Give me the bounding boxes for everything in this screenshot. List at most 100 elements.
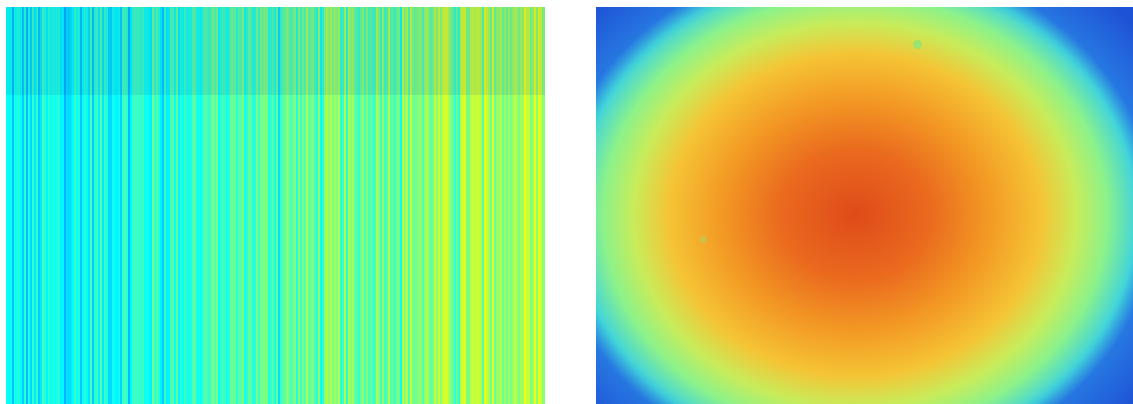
stripe: [432, 7, 434, 404]
stripe: [350, 7, 352, 404]
stripe: [234, 7, 236, 404]
stripe: [384, 7, 386, 404]
stripe: [228, 7, 230, 404]
stripe: [186, 7, 188, 404]
stripe: [522, 7, 524, 404]
stripe: [226, 7, 228, 404]
stripe: [392, 7, 394, 404]
stripe: [334, 7, 336, 404]
stripe: [6, 7, 8, 404]
stripe: [346, 7, 348, 404]
stripe: [530, 7, 532, 404]
stripe: [402, 7, 404, 404]
stripe: [438, 7, 440, 404]
stripe: [152, 7, 154, 404]
stripe: [252, 7, 254, 404]
stripe: [224, 7, 226, 404]
stripe: [418, 7, 420, 404]
stripe: [472, 7, 474, 404]
stripe: [494, 7, 496, 404]
stripe: [454, 7, 456, 404]
stripe: [168, 7, 170, 404]
stripe: [476, 7, 478, 404]
stripe: [278, 7, 280, 404]
stripe: [516, 7, 518, 404]
stripe: [478, 7, 480, 404]
stripe: [272, 7, 274, 404]
stripe: [118, 7, 120, 404]
stripe: [394, 7, 396, 404]
stripe: [362, 7, 364, 404]
stripe: [500, 7, 502, 404]
stripe: [264, 7, 266, 404]
stripe: [180, 7, 182, 404]
stripe: [320, 7, 322, 404]
stripe: [396, 7, 398, 404]
stripe: [368, 7, 370, 404]
stripe: [84, 7, 86, 404]
stripe: [146, 7, 148, 404]
top-band: [6, 7, 545, 95]
stripe: [376, 7, 378, 404]
stripe: [208, 7, 210, 404]
stripe: [352, 7, 354, 404]
stripe: [206, 7, 208, 404]
stripe: [24, 7, 26, 404]
stripe: [116, 7, 118, 404]
stripe: [536, 7, 538, 404]
stripe: [80, 7, 82, 404]
stripe: [246, 7, 248, 404]
stripe: [120, 7, 122, 404]
stripe: [200, 7, 202, 404]
stripe: [20, 7, 22, 404]
stripe: [92, 7, 94, 404]
stripe: [54, 7, 56, 404]
stripe: [158, 7, 160, 404]
stripe: [406, 7, 408, 404]
stripe: [16, 7, 18, 404]
stripe: [424, 7, 426, 404]
stripe: [526, 7, 528, 404]
stripe: [292, 7, 294, 404]
stripe: [316, 7, 318, 404]
stripe: [164, 7, 166, 404]
stripe: [140, 7, 142, 404]
stripe: [296, 7, 298, 404]
stripe: [410, 7, 412, 404]
stripe: [210, 7, 212, 404]
stripe: [518, 7, 520, 404]
stripe: [380, 7, 382, 404]
stripe: [372, 7, 374, 404]
stripe: [176, 7, 178, 404]
stripe: [36, 7, 38, 404]
stripe: [332, 7, 334, 404]
stripe: [508, 7, 510, 404]
stripe: [156, 7, 158, 404]
stripe: [48, 7, 50, 404]
stripe: [298, 7, 300, 404]
stripe: [150, 7, 152, 404]
stripe: [44, 7, 46, 404]
stripe: [448, 7, 450, 404]
stripe: [284, 7, 286, 404]
stripe: [106, 7, 108, 404]
spot: [700, 236, 707, 243]
stripe: [462, 7, 464, 404]
stripe: [10, 7, 12, 404]
stripe: [538, 7, 540, 404]
stripe: [40, 7, 42, 404]
stripe: [512, 7, 514, 404]
stripe: [236, 7, 238, 404]
stripe: [110, 7, 112, 404]
stripe: [364, 7, 366, 404]
stripe: [144, 7, 146, 404]
stripe: [458, 7, 460, 404]
stripe: [172, 7, 174, 404]
stripe: [154, 7, 156, 404]
stripe: [450, 7, 452, 404]
stripe: [28, 7, 30, 404]
stripe: [124, 7, 126, 404]
stripe: [222, 7, 224, 404]
stripe: [138, 7, 140, 404]
stripe: [276, 7, 278, 404]
